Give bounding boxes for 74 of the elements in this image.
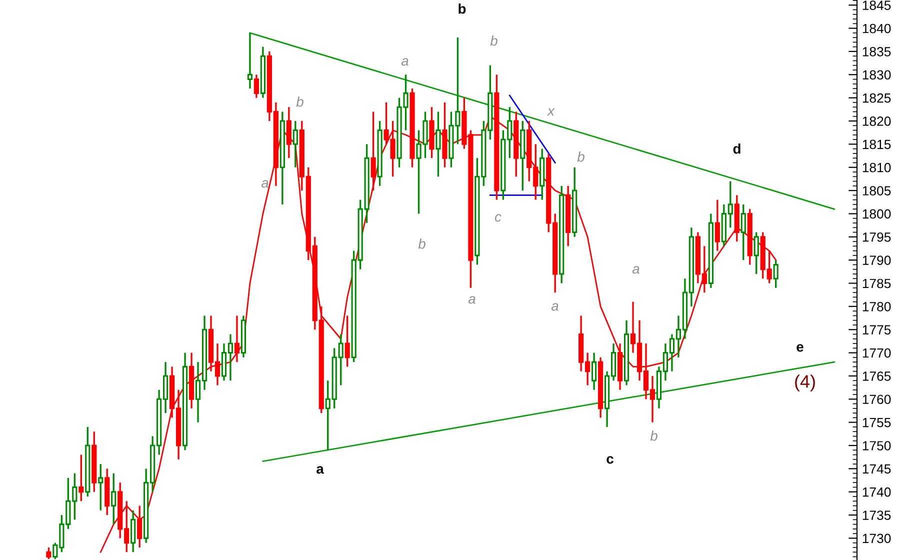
candlestick xyxy=(182,352,188,451)
candlestick xyxy=(98,463,104,512)
annotation: c xyxy=(494,214,502,222)
candlestick xyxy=(734,194,740,242)
annotation: b xyxy=(577,152,584,162)
annotation: a xyxy=(316,466,324,474)
candlestick xyxy=(78,454,84,502)
y-tick-label: 1795 xyxy=(862,232,891,242)
candlestick xyxy=(377,120,382,187)
candlestick xyxy=(234,314,240,363)
annotation: (4) xyxy=(795,374,815,392)
y-tick-label: 1760 xyxy=(862,394,891,404)
candlestick xyxy=(292,120,298,168)
candlestick xyxy=(280,110,285,206)
candlestick xyxy=(714,198,720,252)
y-tick-label: 1780 xyxy=(862,302,891,312)
y-tick-label: 1735 xyxy=(862,510,891,520)
y-tick-label: 1800 xyxy=(862,209,891,219)
annotation: x xyxy=(546,108,555,116)
annotation: a xyxy=(632,266,640,274)
y-tick-label: 1805 xyxy=(862,186,891,196)
annotation: b xyxy=(490,36,498,46)
y-tick-label: 1770 xyxy=(862,348,891,358)
candlestick xyxy=(624,319,630,386)
annotation: b xyxy=(458,4,466,14)
annotation: a xyxy=(401,58,408,66)
candlestick xyxy=(240,314,246,358)
candlestick xyxy=(111,472,116,526)
y-tick-label: 1810 xyxy=(862,162,891,172)
candlestick xyxy=(104,468,110,516)
annotation: c xyxy=(606,456,614,464)
annotation: a xyxy=(261,180,268,188)
y-tick-label: 1840 xyxy=(862,24,891,34)
y-tick-label: 1830 xyxy=(862,70,891,80)
y-tick-label: 1820 xyxy=(862,116,891,126)
y-tick-label: 1755 xyxy=(862,418,891,428)
annotation: a xyxy=(468,296,476,304)
y-tick-label: 1835 xyxy=(862,47,891,56)
candlestick xyxy=(740,204,746,261)
candlestick xyxy=(247,32,253,90)
candlestick xyxy=(188,352,194,410)
candlestick xyxy=(572,166,578,238)
annotation: b xyxy=(418,238,426,249)
candlestick xyxy=(260,46,266,99)
annotation: e xyxy=(796,344,804,352)
candlestick xyxy=(566,185,571,247)
y-tick-label: 1845 xyxy=(862,0,891,10)
candlestick xyxy=(92,430,97,493)
y-tick-label: 1790 xyxy=(862,256,891,265)
y-tick-label: 1740 xyxy=(862,487,891,497)
candlestick xyxy=(137,504,142,548)
y-tick-label: 1815 xyxy=(862,140,891,150)
candlestick xyxy=(559,185,564,284)
y-tick-label: 1825 xyxy=(862,93,891,103)
candlestick xyxy=(708,212,714,289)
annotation: d xyxy=(733,144,740,154)
candlestick xyxy=(254,74,259,99)
candlestick xyxy=(592,352,597,391)
candlestick xyxy=(540,148,545,201)
y-tick-label: 1730 xyxy=(862,534,891,544)
y-tick-label: 1775 xyxy=(862,325,891,335)
annotation: b xyxy=(650,430,658,441)
y-tick-label: 1785 xyxy=(862,278,891,288)
candlestick xyxy=(344,314,350,368)
annotation: b xyxy=(296,96,304,107)
y-tick-label: 1750 xyxy=(862,441,891,450)
candlestick xyxy=(130,510,136,553)
annotation: a xyxy=(551,303,558,311)
candlestick xyxy=(436,110,441,178)
y-tick-label: 1765 xyxy=(862,372,891,381)
candlestick xyxy=(520,120,526,192)
y-tick-label: 1745 xyxy=(862,464,891,474)
candlestick xyxy=(598,356,604,419)
candlestick xyxy=(617,342,623,391)
